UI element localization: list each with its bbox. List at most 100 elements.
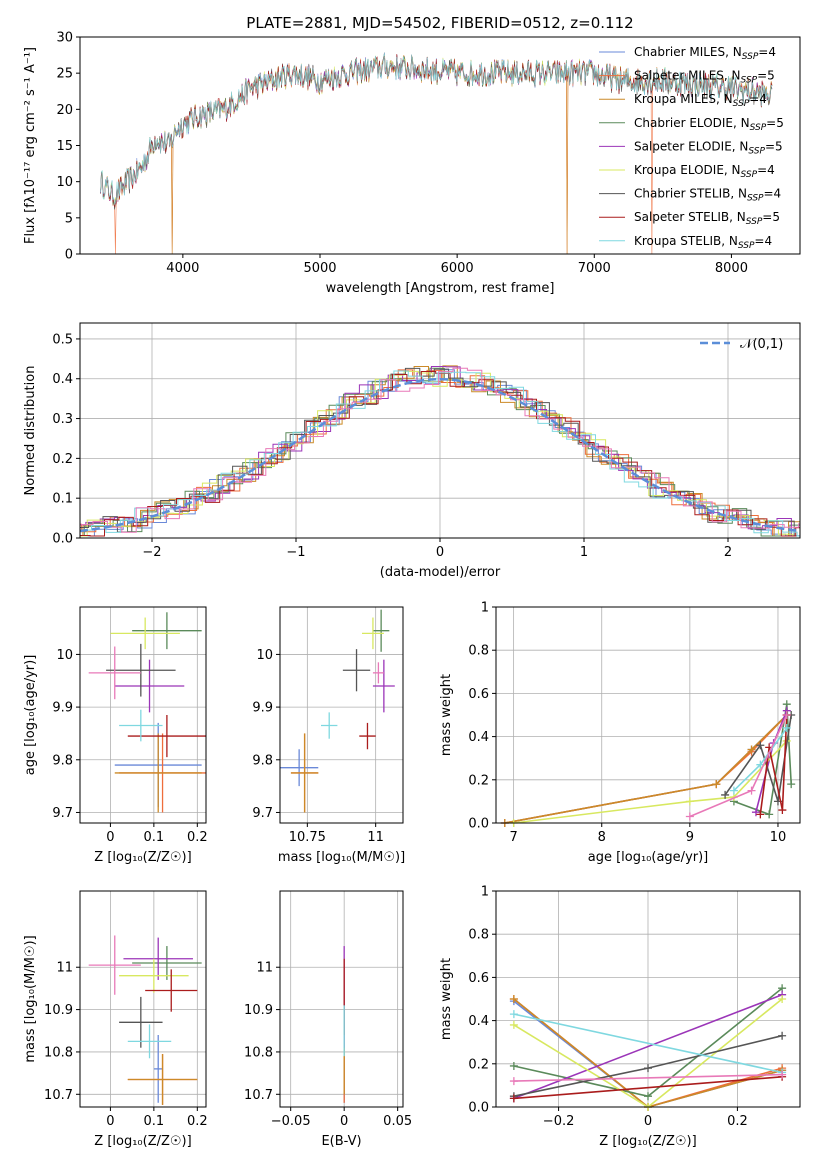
weight-marker (778, 806, 787, 815)
weight-marker (509, 1061, 518, 1070)
panel-age_vs_Z: 0 0.1 0.2 9.7 9.8 9.9 10 Z [log₁₀(Z/Z☉)] age [lo… (23, 606, 208, 865)
y-tick-label: 0.3 (52, 412, 73, 427)
y-tick-label: 10 (56, 175, 73, 190)
y-tick-label: 0.0 (468, 817, 489, 832)
y-tick-label: 9.8 (252, 753, 273, 768)
legend-label: Chabrier ELODIE, NSSP=5 (634, 116, 784, 133)
x-tick-label: 0 (644, 1114, 652, 1129)
weight-marker (509, 1020, 518, 1029)
y-tick-label: 10.8 (244, 1045, 273, 1060)
weight-marker (756, 741, 765, 750)
x-tick-label: 9 (686, 830, 694, 845)
y-axis-label: age [log₁₀(age/yr)] (23, 655, 38, 776)
weight-marker (509, 1094, 518, 1103)
axes-frame (495, 606, 801, 824)
plot-area (280, 609, 395, 813)
y-tick-label: 30 (56, 31, 73, 46)
panel-age_vs_mass: 10.75 11 9.7 9.8 9.9 10 mass [log₁₀(M/M☉)] (252, 606, 405, 865)
y-tick-label: 9.7 (52, 806, 73, 821)
histogram-series (80, 367, 800, 537)
weight-line (513, 1073, 783, 1082)
weight-line (513, 993, 783, 1100)
x-tick-label: 6000 (441, 261, 474, 276)
y-tick-label: 0.5 (52, 332, 73, 347)
plot-area (88, 612, 206, 813)
x-axis-label: Z [log₁₀(Z/Z☉)] (94, 1134, 191, 1149)
x-tick-label: 7 (509, 830, 517, 845)
axes-frame (279, 606, 404, 824)
weight-marker (644, 1092, 652, 1101)
y-tick-label: 0.2 (468, 773, 489, 788)
weight-marker (751, 808, 760, 817)
x-tick-label: 4000 (166, 261, 199, 276)
weight-marker (756, 810, 765, 819)
axes-frame (79, 36, 801, 255)
x-tick-label: 0.05 (383, 1114, 412, 1129)
legend-label: Salpeter ELODIE, NSSP=5 (634, 139, 783, 156)
spectrum-line (100, 52, 773, 206)
legend-label: Chabrier MILES, NSSP=4 (634, 45, 776, 62)
x-tick-label: 0.1 (144, 830, 165, 845)
y-tick-label: 10 (56, 648, 73, 663)
y-tick-label: 10.8 (44, 1045, 73, 1060)
y-tick-label: 25 (56, 67, 73, 82)
x-tick-label: 10 (770, 830, 787, 845)
x-tick-label: 2 (724, 545, 732, 560)
y-tick-label: 0.4 (52, 372, 73, 387)
x-tick-label: −1 (286, 545, 305, 560)
axes-frame (279, 890, 404, 1108)
y-axis-label: mass weight (439, 674, 454, 756)
weight-marker (509, 995, 518, 1003)
y-tick-label: 0.2 (468, 1057, 489, 1072)
weight-marker (685, 797, 694, 806)
y-tick-label: 11 (256, 961, 273, 976)
weight-marker (778, 995, 787, 1003)
weight-line (504, 714, 788, 824)
x-tick-label: 11 (367, 830, 384, 845)
x-tick-label: 7000 (578, 261, 611, 276)
y-tick-label: 0.6 (468, 687, 489, 702)
x-axis-label: E(B-V) (321, 1134, 361, 1149)
legend-label: Salpeter STELIB, NSSP=5 (634, 210, 780, 227)
weight-line (733, 704, 792, 816)
axes-frame (79, 890, 207, 1108)
x-tick-label: 0 (340, 1114, 348, 1129)
y-axis-label: Normed distribution (23, 366, 38, 496)
y-tick-label: 0 (65, 248, 73, 263)
x-axis-label: wavelength [Angstrom, rest frame] (326, 281, 555, 296)
weight-marker (782, 711, 791, 719)
weight-marker (787, 780, 796, 789)
y-tick-label: 0.6 (468, 971, 489, 986)
weight-marker (782, 723, 791, 732)
legend-label: Salpeter MILES, NSSP=5 (634, 69, 775, 86)
y-axis-label: Flux [fλ10⁻¹⁷ erg cm⁻² s⁻¹ A⁻¹] (23, 47, 38, 244)
y-tick-label: 10.7 (244, 1088, 273, 1103)
weight-marker (712, 780, 721, 789)
x-axis-label: Z [log₁₀(Z/Z☉)] (94, 850, 191, 865)
y-tick-label: 0.0 (468, 1101, 489, 1116)
x-tick-label: 5000 (303, 261, 336, 276)
y-tick-label: 9.9 (52, 701, 73, 716)
histogram-series (80, 367, 800, 537)
plot-area (79, 365, 801, 537)
y-tick-label: 10.7 (44, 1088, 73, 1103)
y-axis-label: mass [log₁₀(M/M☉)] (23, 935, 38, 1062)
x-tick-label: −0.05 (271, 1114, 311, 1129)
x-tick-label: 0.1 (144, 1114, 165, 1129)
plot-area (500, 700, 796, 827)
x-tick-label: 0.2 (187, 830, 208, 845)
weight-marker (765, 810, 774, 819)
weight-marker (509, 1077, 518, 1086)
panel-spectrum: 4000 5000 6000 7000 8000 0 5 10 15 20 25 30 waveleng… (23, 14, 801, 296)
weight-line (513, 740, 788, 824)
weight-marker (685, 812, 694, 821)
x-tick-label: 10.75 (289, 830, 326, 845)
weight-marker (729, 786, 738, 795)
y-tick-label: 10.9 (244, 1003, 273, 1018)
y-tick-label: 0.0 (52, 532, 73, 547)
x-axis-label: age [log₁₀(age/yr)] (588, 850, 709, 865)
y-axis-label: mass weight (439, 958, 454, 1040)
x-tick-label: 0.2 (727, 1114, 748, 1129)
weight-marker (644, 1064, 652, 1073)
x-tick-label: 0 (106, 1114, 114, 1129)
